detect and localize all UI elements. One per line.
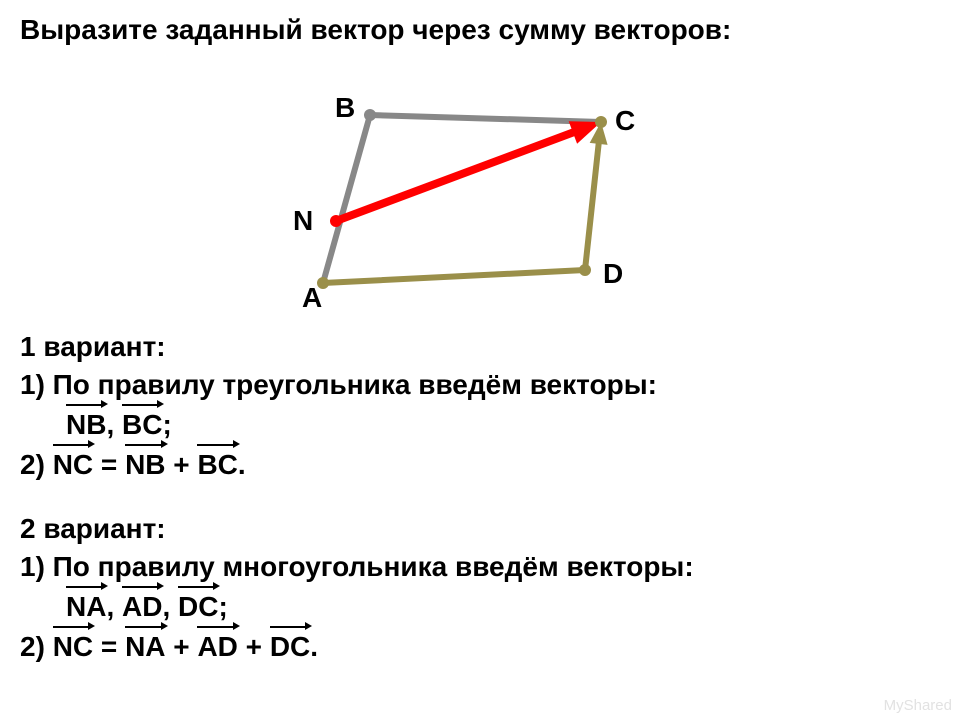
variant2-heading: 2 вариант: <box>20 510 694 548</box>
point-label-B: B <box>335 92 355 124</box>
variant2-equation: 2) NC = NA + AD + DC. <box>20 626 694 666</box>
vec-NA: NA <box>66 586 106 626</box>
variant2-line1: 1) По правилу многоугольника введём вект… <box>20 548 694 586</box>
point-label-D: D <box>603 258 623 290</box>
point-label-A: A <box>302 282 322 314</box>
variant1-heading: 1 вариант: <box>20 328 657 366</box>
point-label-N: N <box>293 205 313 237</box>
variant1-vectors-intro: NB, BC; <box>20 404 657 444</box>
vec-NC-2: NC <box>53 626 93 666</box>
point-label-C: C <box>615 105 635 137</box>
vec-BC: BC <box>122 404 162 444</box>
variant2-vectors-intro: NA, AD, DC; <box>20 586 694 626</box>
vec-NC: NC <box>53 444 93 484</box>
variant1-line1: 1) По правилу треугольника введём вектор… <box>20 366 657 404</box>
variant1-equation: 2) NC = NB + BC. <box>20 444 657 484</box>
vec-AD: AD <box>122 586 162 626</box>
variant2-block: 2 вариант: 1) По правилу многоугольника … <box>20 510 694 666</box>
page: Выразите заданный вектор через сумму век… <box>0 0 960 720</box>
watermark: MyShared <box>884 697 952 714</box>
vec-NB: NB <box>66 404 106 444</box>
variant1-block: 1 вариант: 1) По правилу треугольника вв… <box>20 328 657 484</box>
vec-DC: DC <box>178 586 218 626</box>
page-title: Выразите заданный вектор через сумму век… <box>20 14 731 46</box>
